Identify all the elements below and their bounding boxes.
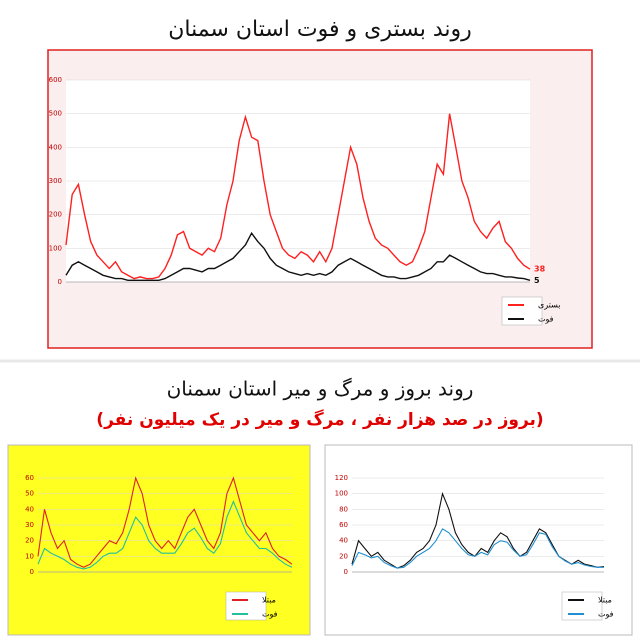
y-tick-label: 50 <box>25 490 34 498</box>
y-tick-label: 20 <box>339 552 348 560</box>
legend-label: فوت <box>598 610 614 619</box>
series-line <box>65 231 531 281</box>
end-label: 5 <box>534 276 540 285</box>
series-line <box>65 113 531 280</box>
y-tick-label: 200 <box>49 211 62 219</box>
y-tick-label: 0 <box>58 278 62 286</box>
y-tick-label: 20 <box>25 537 34 545</box>
y-tick-label: 0 <box>30 568 34 576</box>
y-tick-label: 40 <box>339 537 348 545</box>
y-tick-label: 600 <box>49 76 62 84</box>
chart-title: روند بستری و فوت استان سمنان <box>168 17 472 42</box>
legend-label: مبتلا <box>262 596 276 605</box>
series-line <box>37 476 293 568</box>
legend-box <box>225 591 267 621</box>
series-line <box>351 528 604 569</box>
legend-label: فوت <box>538 315 554 324</box>
series-line <box>37 500 293 570</box>
y-tick-label: 30 <box>25 521 34 529</box>
legend-label: فوت <box>262 610 278 619</box>
end-label: 38 <box>534 265 546 274</box>
legend-label: مبتلا <box>598 596 612 605</box>
y-tick-label: 100 <box>335 490 348 498</box>
y-tick-label: 400 <box>49 143 62 151</box>
section-subtitle: (بروز در صد هزار نفر ، مرگ و میر در یک م… <box>96 410 543 430</box>
legend-box <box>561 591 603 621</box>
y-tick-label: 0 <box>344 568 348 576</box>
y-tick-label: 500 <box>49 110 62 118</box>
y-tick-label: 10 <box>25 552 34 560</box>
y-tick-label: 60 <box>25 474 34 482</box>
y-tick-label: 300 <box>49 177 62 185</box>
y-tick-label: 80 <box>339 505 348 513</box>
section-title: روند بروز و مرگ و میر استان سمنان <box>167 377 474 401</box>
legend-label: بستری <box>538 301 560 310</box>
y-tick-label: 120 <box>335 474 348 482</box>
y-tick-label: 100 <box>49 244 62 252</box>
y-tick-label: 60 <box>339 521 348 529</box>
y-tick-label: 40 <box>25 505 34 513</box>
legend-box <box>501 296 543 326</box>
